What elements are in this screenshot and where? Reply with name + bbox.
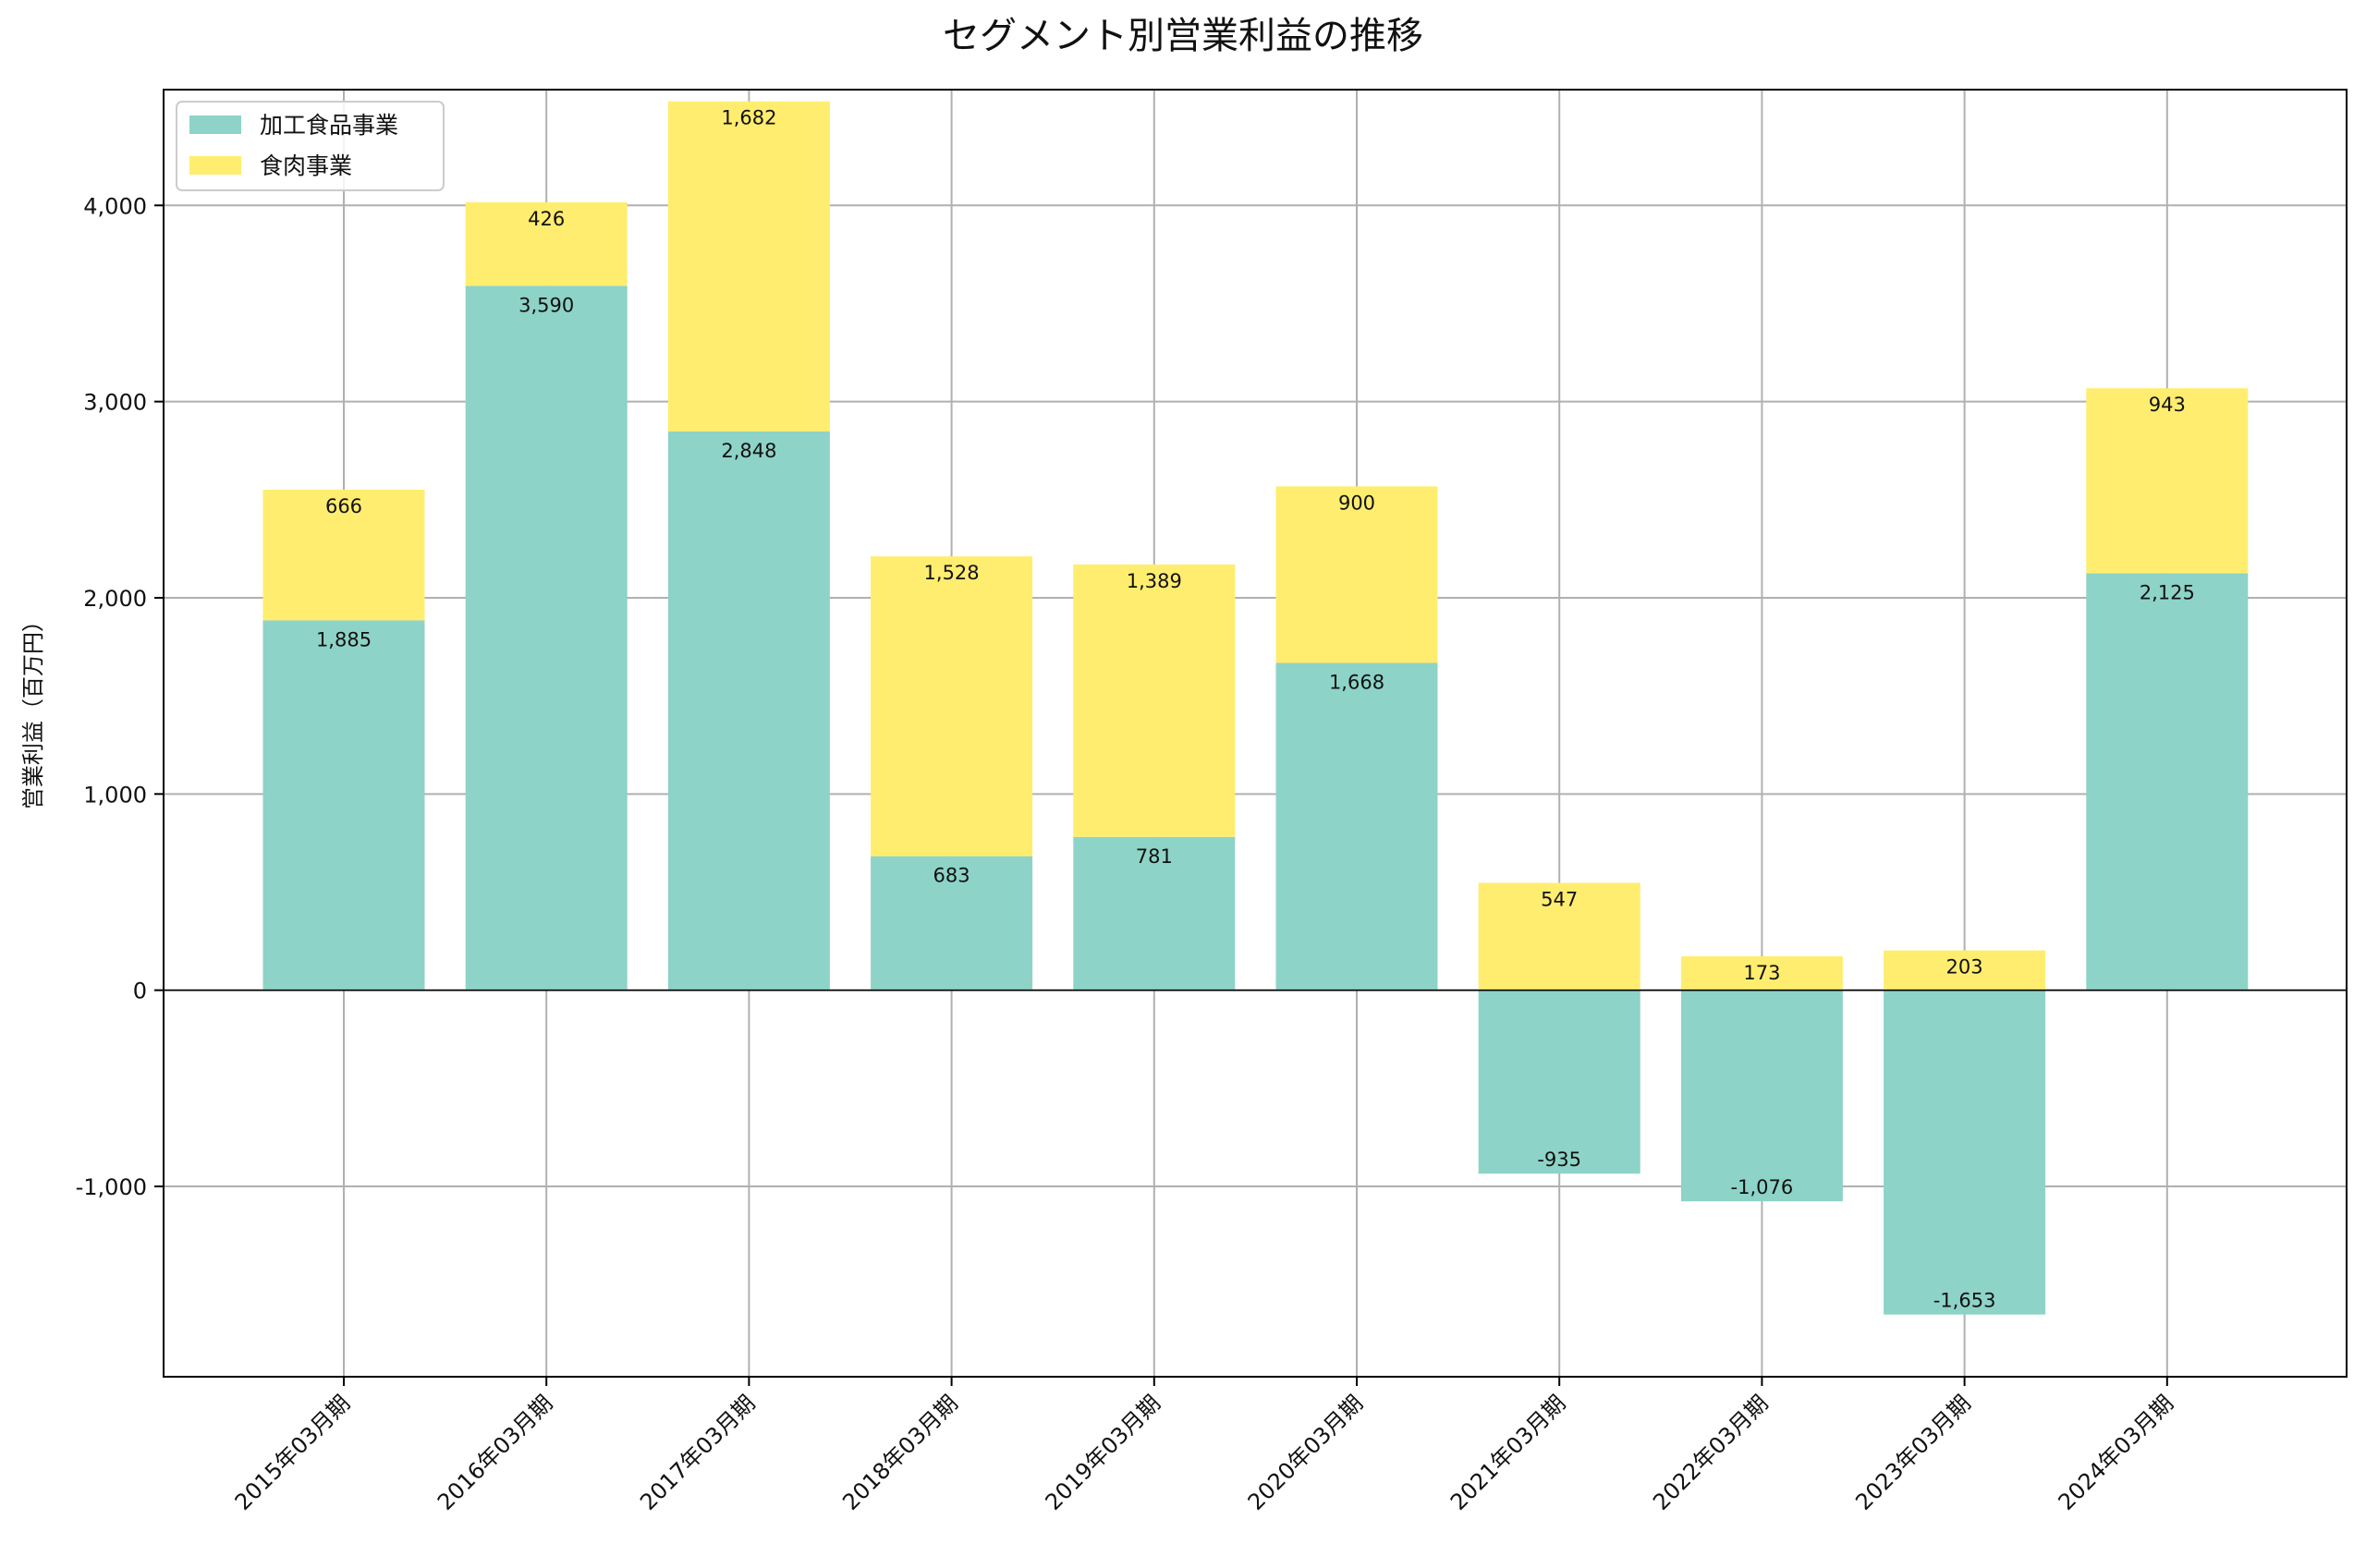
x-tick-label: 2015年03月期: [230, 1390, 355, 1514]
bar-label-processed-food: 2,848: [721, 440, 776, 462]
legend-box: [176, 101, 445, 191]
bar-label-layer: 1,885 666 3,590 426 2,848 1,682 683 1,528 781 1,3…: [316, 107, 2195, 1312]
bar-processed-food: [2086, 573, 2249, 991]
y-tick-label: 4,000: [83, 193, 147, 219]
bar-label-meat: 547: [1541, 889, 1578, 911]
bar-meat: [1073, 564, 1236, 837]
y-tick-label: 3,000: [83, 390, 147, 416]
bar-label-meat: 900: [1338, 492, 1375, 514]
bar-label-processed-food: 683: [933, 865, 970, 887]
bar-processed-food: [1478, 990, 1640, 1174]
y-tick-label: 0: [133, 978, 147, 1004]
y-tick-label: 2,000: [83, 586, 147, 612]
bar-label-meat: 943: [2149, 394, 2186, 416]
y-tick-label: -1,000: [76, 1174, 147, 1200]
bar-processed-food: [465, 286, 628, 991]
legend-swatch: [189, 156, 241, 175]
x-tick-label: 2020年03月期: [1243, 1390, 1368, 1514]
bar-meat: [1275, 486, 1438, 663]
bar-processed-food: [1884, 990, 2046, 1315]
bar-label-processed-food: -1,653: [1933, 1290, 1996, 1312]
x-tick-label: 2024年03月期: [2054, 1390, 2178, 1514]
bar-label-processed-food: 1,885: [316, 628, 372, 650]
bar-meat: [667, 101, 830, 432]
y-axis-label: 営業利益（百万円）: [20, 610, 46, 809]
bar-processed-food: [1073, 836, 1236, 991]
bar-meat: [1478, 882, 1640, 991]
x-tick-label: 2016年03月期: [433, 1390, 557, 1514]
bar-meat: [262, 489, 425, 621]
x-tick-label: 2017年03月期: [635, 1390, 760, 1514]
bar-label-meat: 426: [528, 208, 565, 230]
x-tick-label: 2019年03月期: [1041, 1390, 1165, 1514]
bar-meat: [871, 556, 1033, 857]
legend-label: 食肉事業: [260, 152, 352, 179]
bar-processed-food: [262, 620, 425, 991]
bar-label-processed-food: -1,076: [1731, 1176, 1794, 1198]
legend-swatch: [189, 115, 241, 134]
legend-label: 加工食品事業: [260, 112, 398, 139]
bar-label-processed-food: 1,668: [1329, 671, 1384, 693]
bar-processed-food: [667, 431, 830, 991]
bar-label-meat: 1,389: [1127, 570, 1182, 592]
bar-label-processed-food: -935: [1537, 1149, 1581, 1171]
bar-label-meat: 1,682: [721, 107, 776, 129]
bar-label-meat: 1,528: [924, 562, 980, 584]
bar-label-processed-food: 3,590: [518, 294, 574, 316]
bar-meat: [1680, 955, 1843, 991]
plot-frame: [163, 89, 2348, 1378]
x-tick-label: 2018年03月期: [837, 1390, 962, 1514]
bar-processed-food: [1680, 990, 1843, 1202]
x-tick-label: 2023年03月期: [1850, 1390, 1975, 1514]
bar-label-meat: 173: [1743, 962, 1780, 984]
y-tick-label: 1,000: [83, 782, 147, 808]
bar-processed-food: [1275, 662, 1438, 991]
bar-processed-food: [871, 856, 1033, 991]
chart-title: セグメント別営業利益の推移: [943, 15, 1423, 57]
bar-label-processed-food: 781: [1136, 845, 1173, 868]
bar-meat: [1884, 950, 2046, 991]
bar-meat: [465, 201, 628, 286]
bar-meat: [2086, 388, 2249, 574]
bar-label-meat: 666: [325, 495, 362, 517]
bar-label-processed-food: 2,125: [2140, 581, 2195, 603]
bar-layer: [262, 101, 2249, 1315]
x-tick-label: 2021年03月期: [1445, 1390, 1570, 1514]
x-tick-label: 2022年03月期: [1648, 1390, 1773, 1514]
bar-label-meat: 203: [1946, 956, 1983, 978]
